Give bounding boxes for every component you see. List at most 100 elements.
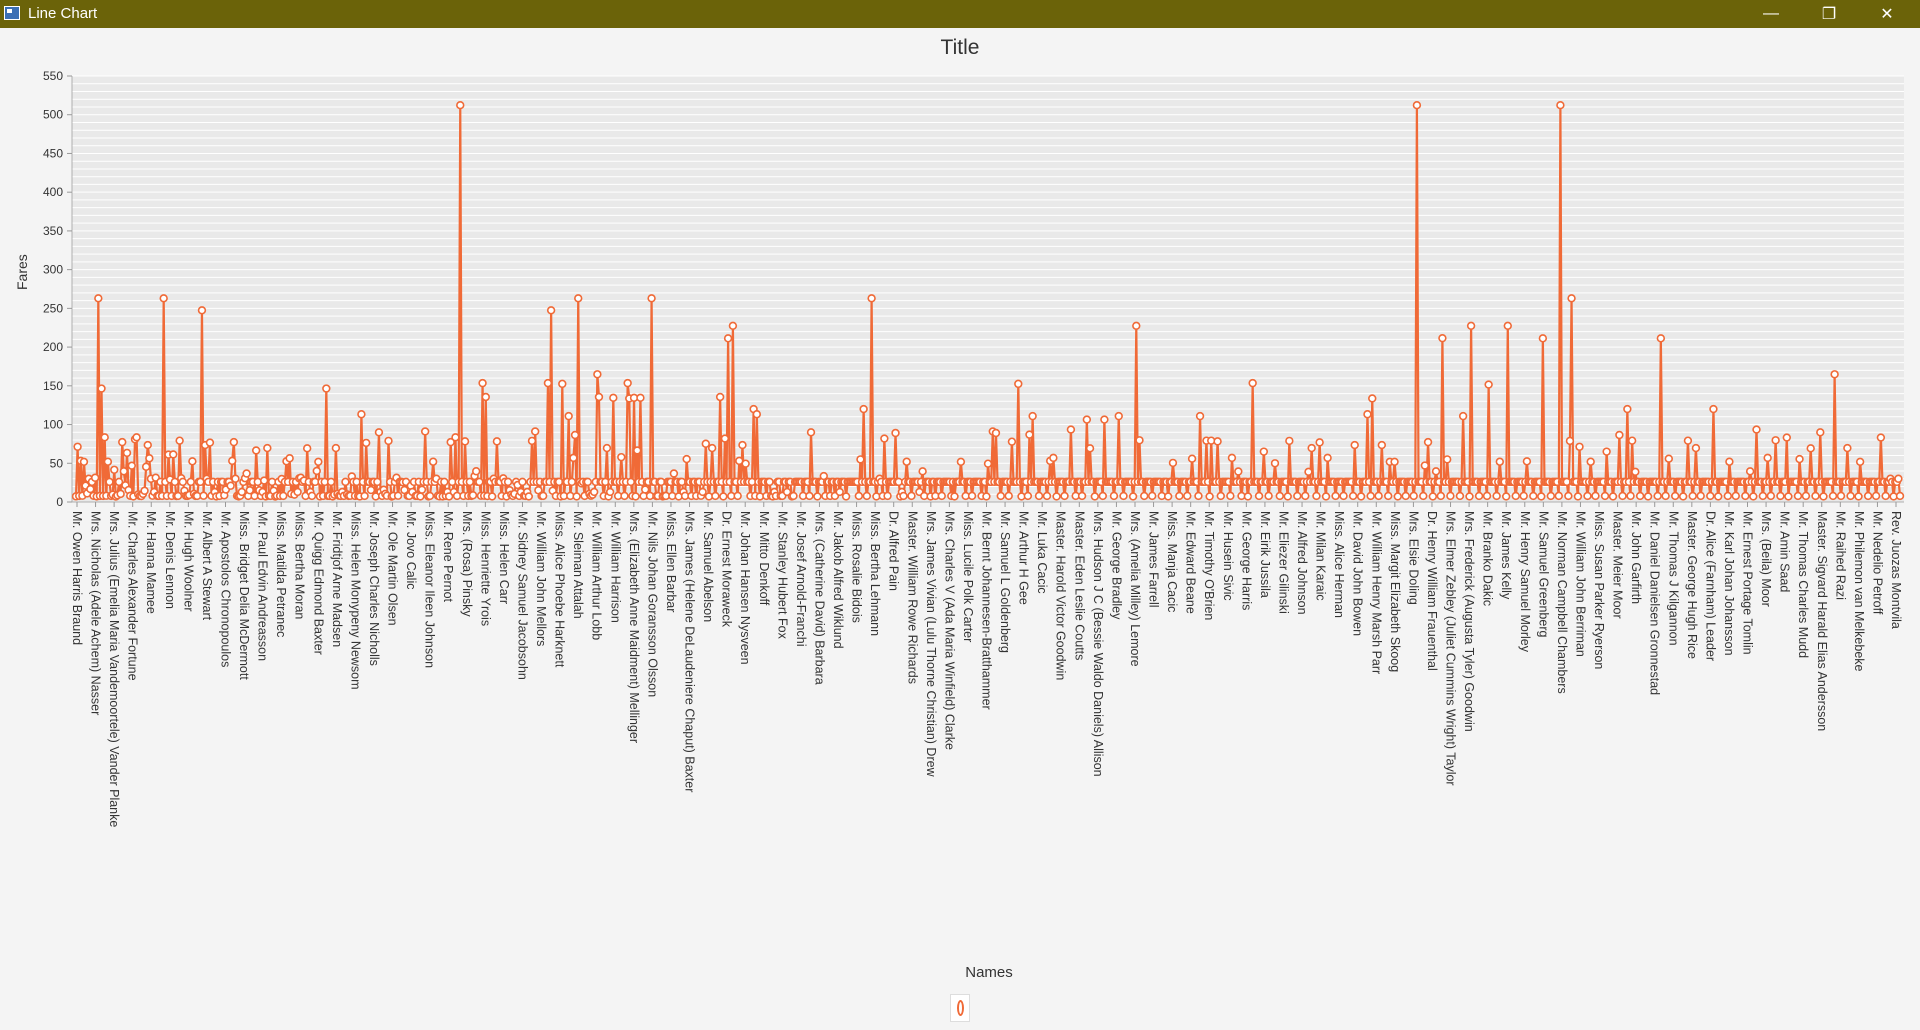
data-point[interactable] <box>1307 443 1316 453</box>
data-point[interactable] <box>341 477 350 487</box>
data-point[interactable] <box>492 437 502 446</box>
data-point[interactable] <box>1085 444 1095 453</box>
data-point[interactable] <box>428 457 438 466</box>
minimize-button[interactable]: — <box>1763 5 1779 22</box>
data-point[interactable] <box>114 477 124 487</box>
data-point[interactable] <box>996 491 1005 501</box>
data-point[interactable] <box>472 467 481 476</box>
data-point[interactable] <box>425 491 435 501</box>
data-point[interactable] <box>602 443 612 453</box>
data-point[interactable] <box>1442 455 1452 464</box>
data-point[interactable] <box>518 477 527 487</box>
data-point[interactable] <box>841 492 851 501</box>
data-point[interactable] <box>620 491 629 501</box>
data-point[interactable] <box>1854 492 1863 501</box>
data-point[interactable] <box>937 491 946 501</box>
data-point[interactable] <box>460 437 470 446</box>
data-point[interactable] <box>1304 467 1313 476</box>
data-point[interactable] <box>451 433 460 442</box>
data-point[interactable] <box>1556 100 1565 110</box>
data-point[interactable] <box>626 477 636 487</box>
data-point[interactable] <box>570 430 580 440</box>
data-point[interactable] <box>1135 436 1144 445</box>
data-point[interactable] <box>1784 492 1793 501</box>
data-point[interactable] <box>707 443 717 453</box>
data-point[interactable] <box>1168 458 1178 468</box>
data-point[interactable] <box>1763 453 1772 463</box>
data-point[interactable] <box>867 294 876 303</box>
data-point[interactable] <box>1575 442 1584 451</box>
data-point[interactable] <box>140 486 149 495</box>
data-point[interactable] <box>1034 491 1044 501</box>
data-point[interactable] <box>859 404 868 414</box>
data-point[interactable] <box>1339 491 1348 501</box>
data-point[interactable] <box>631 492 640 501</box>
data-point[interactable] <box>229 437 239 447</box>
data-point[interactable] <box>1653 491 1662 501</box>
data-point[interactable] <box>1315 438 1324 447</box>
data-point[interactable] <box>1077 491 1087 501</box>
data-point[interactable] <box>574 294 583 303</box>
data-point[interactable] <box>805 491 814 501</box>
data-point[interactable] <box>1254 491 1264 501</box>
data-point[interactable] <box>1894 474 1903 483</box>
data-point[interactable] <box>1312 491 1321 501</box>
data-point[interactable] <box>279 491 288 501</box>
data-point[interactable] <box>1482 491 1492 501</box>
data-point[interactable] <box>1060 491 1069 501</box>
data-point[interactable] <box>1331 491 1340 501</box>
data-point[interactable] <box>1503 321 1512 330</box>
data-point[interactable] <box>314 457 323 466</box>
data-point[interactable] <box>1538 334 1548 343</box>
data-point[interactable] <box>1431 467 1441 476</box>
data-point[interactable] <box>605 487 615 497</box>
data-point[interactable] <box>226 481 235 490</box>
data-point[interactable] <box>1643 492 1653 501</box>
data-point[interactable] <box>967 491 977 501</box>
data-point[interactable] <box>1323 453 1332 463</box>
data-point[interactable] <box>558 379 567 389</box>
data-point[interactable] <box>1474 491 1484 501</box>
data-point[interactable] <box>1390 457 1399 466</box>
data-point[interactable] <box>103 457 113 466</box>
data-point[interactable] <box>813 492 822 501</box>
data-point[interactable] <box>711 491 720 501</box>
data-point[interactable] <box>326 477 336 487</box>
data-point[interactable] <box>752 410 762 419</box>
data-point[interactable] <box>594 392 604 402</box>
data-point[interactable] <box>1148 491 1157 501</box>
data-point[interactable] <box>228 456 237 466</box>
data-point[interactable] <box>1023 491 1033 501</box>
data-point[interactable] <box>1436 491 1446 501</box>
data-point[interactable] <box>1846 491 1855 501</box>
data-point[interactable] <box>1428 492 1438 501</box>
data-point[interactable] <box>1366 491 1375 501</box>
data-point[interactable] <box>564 411 573 421</box>
data-point[interactable] <box>617 452 626 462</box>
data-point[interactable] <box>862 491 872 501</box>
data-point[interactable] <box>1811 491 1820 501</box>
data-point[interactable] <box>1626 491 1635 501</box>
data-point[interactable] <box>105 477 114 487</box>
data-point[interactable] <box>1264 491 1273 501</box>
data-point[interactable] <box>1363 410 1372 419</box>
data-point[interactable] <box>856 455 865 464</box>
data-point[interactable] <box>1583 491 1592 501</box>
data-point[interactable] <box>1855 457 1865 466</box>
data-point[interactable] <box>141 462 151 471</box>
data-point[interactable] <box>609 393 618 403</box>
data-point[interactable] <box>205 438 215 447</box>
data-point[interactable] <box>1301 491 1310 501</box>
data-point[interactable] <box>118 437 127 447</box>
data-point[interactable] <box>1216 491 1225 501</box>
data-point[interactable] <box>738 440 747 450</box>
data-point[interactable] <box>733 491 742 501</box>
data-point[interactable] <box>1409 491 1418 501</box>
data-point[interactable] <box>1522 457 1532 466</box>
data-point[interactable] <box>374 428 384 437</box>
data-point[interactable] <box>1484 380 1493 389</box>
data-point[interactable] <box>720 434 730 443</box>
data-point[interactable] <box>1495 457 1505 466</box>
data-point[interactable] <box>1259 447 1269 456</box>
data-point[interactable] <box>97 384 106 393</box>
